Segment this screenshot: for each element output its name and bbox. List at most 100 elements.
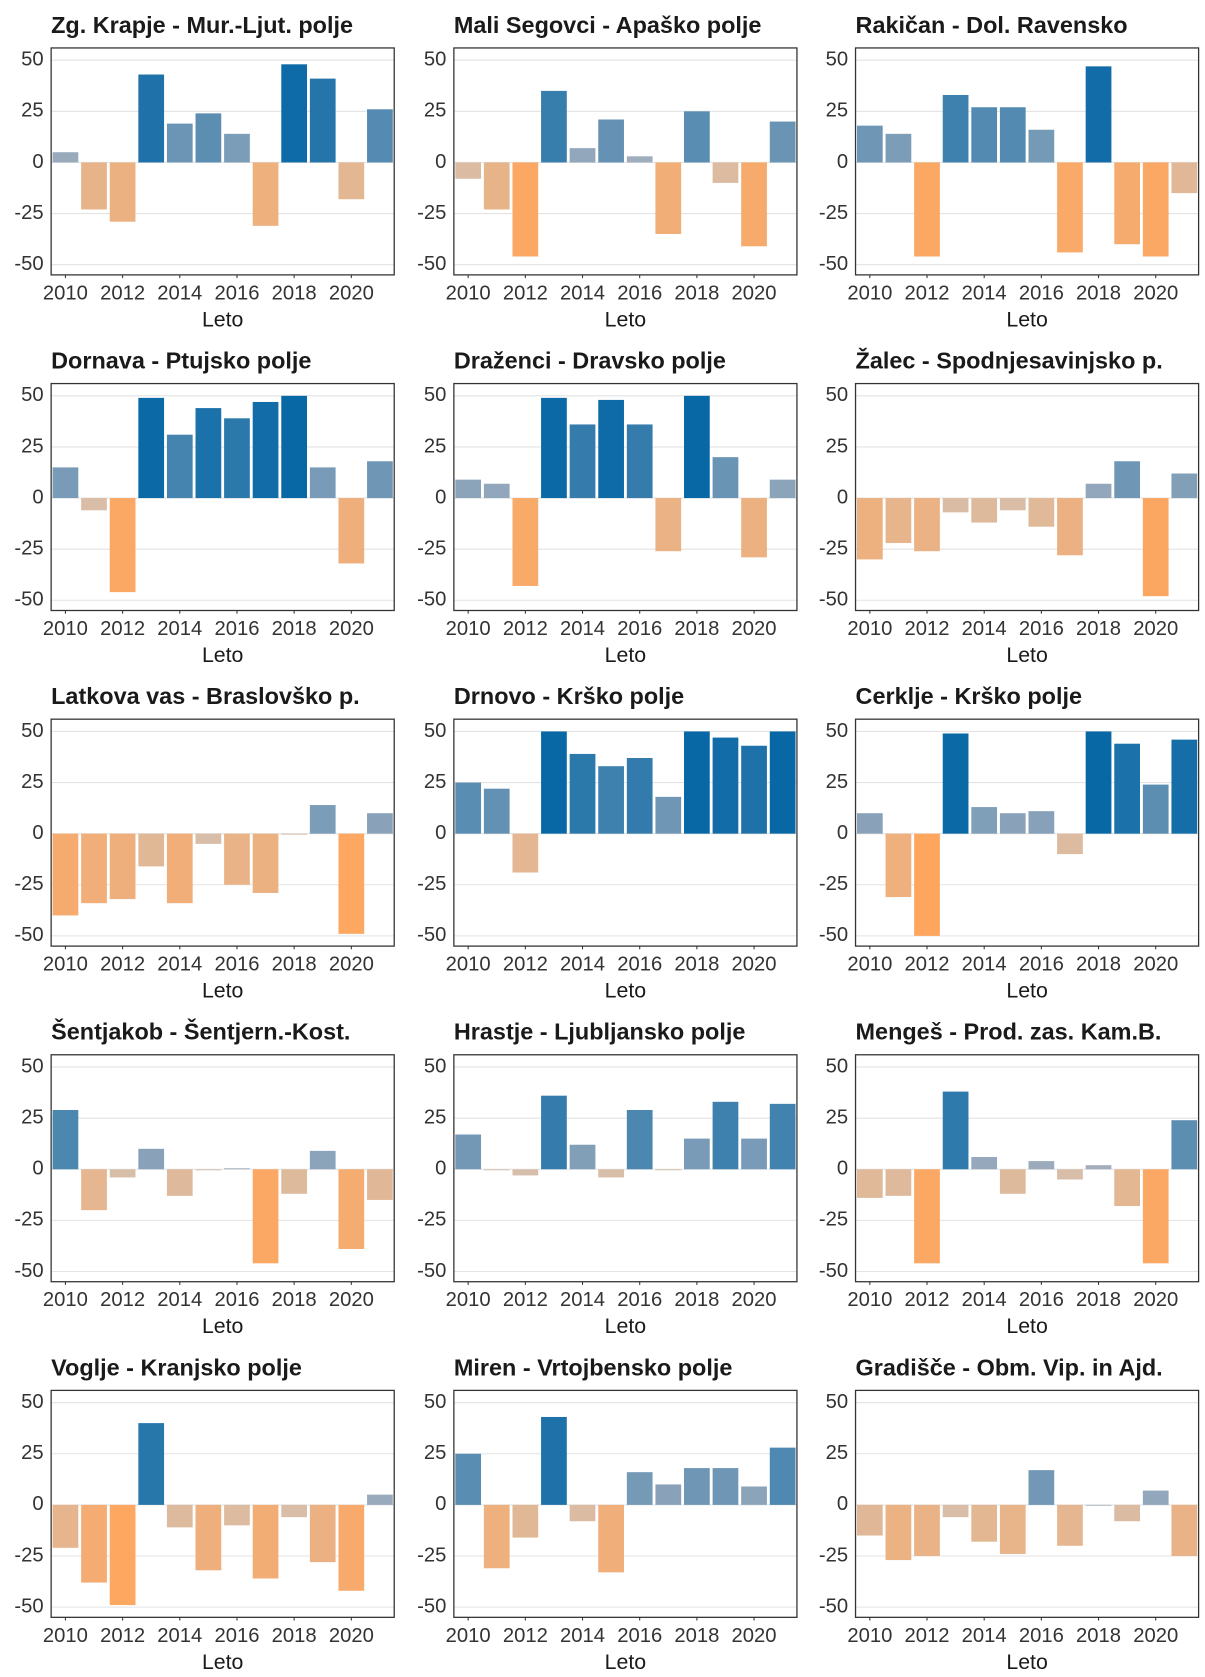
y-tick-label: 50: [826, 1391, 849, 1413]
bar: [252, 401, 279, 499]
bar: [1085, 731, 1112, 834]
bar: [885, 1504, 912, 1561]
bar: [569, 753, 596, 834]
x-tick-label: 2020: [1133, 1289, 1178, 1311]
bar: [52, 833, 79, 916]
x-axis-label: Leto: [605, 1650, 646, 1674]
y-tick-label: 50: [424, 1391, 447, 1413]
x-tick-label: 2018: [1076, 1289, 1121, 1311]
y-tick-label: 25: [21, 100, 44, 122]
y-tick-label: 0: [435, 822, 446, 844]
bar: [626, 758, 653, 834]
x-tick-label: 2010: [43, 618, 88, 640]
x-tick-label: 2012: [503, 282, 548, 304]
x-tick-label: 2014: [157, 954, 202, 976]
x-tick-label: 2014: [157, 282, 202, 304]
x-tick-label: 2018: [1076, 1625, 1121, 1647]
x-axis-label: Leto: [1006, 643, 1047, 667]
panel-title: Mali Segovci - Apaško polje: [454, 12, 762, 38]
bar: [166, 1504, 193, 1528]
panel-border: [854, 1054, 1200, 1283]
x-tick-label: 2016: [1019, 1625, 1064, 1647]
bar: [338, 1504, 365, 1591]
y-tick-label: 0: [837, 1158, 848, 1180]
bar: [367, 813, 393, 834]
y-tick-label: -25: [14, 538, 43, 560]
y-tick-label: -50: [417, 1595, 446, 1617]
bar: [281, 1504, 308, 1518]
bar: [367, 1494, 393, 1505]
bar: [856, 1504, 883, 1536]
bar: [309, 1150, 336, 1170]
y-tick-label: 25: [21, 1107, 44, 1129]
bar: [138, 833, 165, 867]
panel-border: [453, 47, 798, 276]
panel-title: Miren - Vrtojbensko polje: [454, 1354, 733, 1380]
x-tick-label: 2018: [674, 954, 719, 976]
bar: [1142, 162, 1169, 257]
panel-title: Drnovo - Krško polje: [454, 683, 684, 709]
bar: [999, 813, 1026, 834]
bar: [1114, 1169, 1140, 1207]
bar: [971, 498, 998, 523]
y-tick-label: -50: [819, 589, 848, 611]
bar: [166, 434, 193, 499]
bar: [1057, 1169, 1083, 1180]
y-tick-label: -50: [417, 253, 446, 275]
bar: [626, 424, 653, 499]
panel-title: Voglje - Kranjsko polje: [51, 1354, 302, 1380]
bar: [109, 498, 136, 593]
y-tick-label: 50: [826, 49, 849, 71]
x-tick-label: 2012: [503, 954, 548, 976]
y-tick-label: -50: [417, 589, 446, 611]
bar: [338, 1169, 365, 1250]
bar: [999, 107, 1026, 163]
y-tick-label: -25: [819, 538, 848, 560]
y-tick-label: -50: [819, 1260, 848, 1282]
y-tick-label: -50: [819, 253, 848, 275]
x-tick-label: 2012: [100, 954, 145, 976]
bar: [1057, 1504, 1083, 1546]
y-tick-label: 25: [424, 771, 447, 793]
y-tick-label: 25: [826, 771, 849, 793]
bar: [684, 1138, 710, 1170]
x-tick-label: 2020: [1133, 954, 1178, 976]
bar: [626, 1109, 653, 1170]
bar: [195, 408, 222, 499]
x-tick-label: 2020: [732, 1289, 777, 1311]
y-tick-label: 50: [21, 1391, 44, 1413]
x-tick-label: 2010: [43, 954, 88, 976]
bar: [769, 479, 796, 499]
y-tick-label: -25: [819, 1544, 848, 1566]
bar: [684, 395, 710, 499]
x-tick-label: 2016: [1019, 618, 1064, 640]
bar: [1057, 162, 1083, 253]
bar: [885, 833, 912, 898]
panel-title: Žalec - Spodnjesavinjsko p.: [856, 346, 1163, 373]
bar: [1085, 1165, 1112, 1170]
y-tick-label: 0: [32, 822, 43, 844]
bar: [81, 833, 107, 904]
panel-title: Rakičan - Dol. Ravensko: [856, 12, 1128, 38]
x-axis-label: Leto: [605, 643, 646, 667]
x-tick-label: 2016: [1019, 282, 1064, 304]
x-tick-label: 2014: [560, 954, 605, 976]
x-tick-label: 2014: [962, 618, 1007, 640]
x-tick-label: 2010: [446, 618, 491, 640]
x-tick-label: 2016: [214, 954, 259, 976]
bar: [741, 1486, 767, 1505]
y-tick-label: 25: [424, 1107, 447, 1129]
bar: [455, 479, 482, 499]
x-tick-label: 2010: [847, 1625, 892, 1647]
x-tick-label: 2018: [674, 1625, 719, 1647]
bar: [655, 796, 682, 834]
x-axis-label: Leto: [202, 979, 243, 1003]
bar: [1142, 1490, 1169, 1505]
bar: [81, 498, 107, 511]
bar: [1114, 1504, 1140, 1522]
bar: [971, 1157, 998, 1170]
bar: [999, 1169, 1026, 1194]
x-tick-label: 2020: [1133, 1625, 1178, 1647]
x-tick-label: 2016: [617, 618, 662, 640]
bar: [1114, 743, 1140, 834]
